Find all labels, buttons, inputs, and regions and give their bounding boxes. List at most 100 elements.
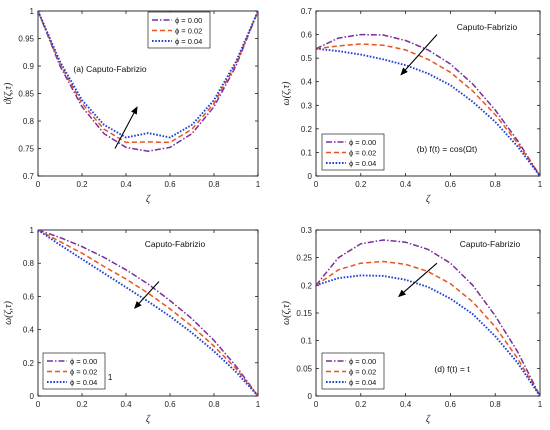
y-tick-label: 1 — [30, 226, 35, 235]
y-tick-label: 0.1 — [301, 148, 313, 157]
panel-1: 0 0.2 0.4 0.6 0.8 1 0.7 0.75 0.8 0.85 0.9 0.95 1 ζ ϑ(ζ… — [3, 7, 261, 205]
y-axis-label: ϑ(ζ,τ) — [3, 82, 14, 104]
trend-arrow — [134, 281, 160, 309]
x-tick-label: 0 — [314, 180, 319, 189]
legend-box — [321, 133, 385, 171]
y-axis-label: ω(ζ,τ) — [281, 300, 292, 325]
legend-label: ϕ = 0.02 — [349, 148, 376, 157]
legend-label: ϕ = 0.02 — [175, 26, 202, 35]
series-line-2 — [315, 260, 541, 397]
x-tick-label: 0.2 — [355, 400, 367, 409]
y-axis-label: ω(ζ,τ) — [281, 81, 292, 106]
series-line-2 — [315, 43, 541, 177]
series-line-1 — [315, 33, 541, 177]
y-tick-label: 0.25 — [296, 254, 312, 263]
panel-annotation: Caputo-Fabrizio — [460, 239, 521, 249]
legend-box — [321, 352, 385, 390]
y-tick-label: 0.95 — [18, 35, 34, 44]
legend: ϕ = 0.00ϕ = 0.02 ϕ = 0.04 — [321, 133, 385, 171]
y-tick-label: 0.2 — [301, 125, 313, 134]
y-tick-label: 0 — [30, 392, 35, 401]
x-tick-label: 1 — [538, 400, 543, 409]
legend: ϕ = 0.00ϕ = 0.02 ϕ = 0.04 — [321, 352, 385, 390]
panel-3: 0 0.2 0.4 0.6 0.8 1 0 0.2 0.4 0.6 0.8 1 ζ ω(ζ,τ) Caput… — [3, 226, 261, 425]
y-tick-label: 0.8 — [23, 117, 35, 126]
x-tick-label: 1 — [538, 180, 543, 189]
x-tick-label: 0.2 — [76, 400, 88, 409]
trend-arrow — [114, 106, 138, 149]
legend-label: ϕ = 0.00 — [349, 357, 376, 366]
x-tick-label: 1 — [256, 180, 261, 189]
y-axis-label: ω(ζ,τ) — [3, 300, 14, 325]
x-tick-label: 0.8 — [490, 180, 502, 189]
legend: ϕ = 0.00ϕ = 0.02 ϕ = 0.04 — [42, 352, 106, 390]
panel-annotation: (a) Caputo-Fabrizio — [73, 64, 146, 74]
y-tick-label: 0.2 — [23, 359, 35, 368]
panel-annotation: Caputo-Fabrizio — [145, 239, 206, 249]
x-tick-label: 0.6 — [164, 180, 176, 189]
x-axis-label: ζ — [426, 414, 431, 425]
plot-area — [37, 229, 259, 397]
x-axis-label: ζ — [426, 194, 431, 205]
x-tick-label: 0 — [314, 400, 319, 409]
series-line-2 — [37, 10, 259, 144]
y-tick-label: 0.5 — [301, 54, 313, 63]
x-tick-label: 1 — [256, 400, 261, 409]
legend-label: ϕ = 0.00 — [349, 138, 376, 147]
y-tick-label: 0.9 — [23, 62, 35, 71]
y-tick-label: 0.6 — [23, 292, 35, 301]
panel-4: 0 0.2 0.4 0.6 0.8 1 0 0.05 0.1 0.15 0.2 0.25 0.3 ζ ω(ζ… — [281, 226, 543, 425]
panel-annotation: Caputo-Fabrizio — [457, 22, 518, 32]
panel-annotation: (d) f(t) = t — [434, 364, 470, 374]
y-tick-label: 0.3 — [301, 226, 313, 235]
panel-annotation: (b) f(t) = cos(Ωt) — [417, 144, 478, 154]
x-tick-label: 0.4 — [120, 180, 132, 189]
legend-box — [147, 11, 211, 49]
x-tick-label: 0.6 — [164, 400, 176, 409]
trend-arrow — [400, 34, 438, 76]
x-tick-label: 0.4 — [120, 400, 132, 409]
y-tick-label: 0.85 — [18, 90, 34, 99]
x-tick-label: 0.6 — [445, 400, 457, 409]
x-tick-label: 0.4 — [400, 180, 412, 189]
y-tick-label: 0.4 — [23, 326, 35, 335]
series-line-1 — [37, 10, 259, 152]
series-line-3 — [315, 47, 541, 177]
y-tick-label: 0 — [308, 392, 313, 401]
y-tick-label: 0.75 — [18, 145, 34, 154]
legend-label: ϕ = 0.04 — [349, 378, 376, 387]
y-tick-label: 0.05 — [296, 364, 312, 373]
series-line-2 — [37, 229, 259, 397]
legend-label: ϕ = 0.04 — [349, 159, 376, 168]
y-tick-label: 0 — [308, 172, 313, 181]
y-tick-label: 0.4 — [301, 78, 313, 87]
y-tick-label: 0.7 — [23, 172, 35, 181]
x-tick-label: 0.6 — [445, 180, 457, 189]
y-tick-label: 0.1 — [301, 337, 313, 346]
legend-label: ϕ = 0.04 — [70, 378, 97, 387]
y-tick-label: 0.2 — [301, 281, 313, 290]
legend-label: ϕ = 0.02 — [349, 367, 376, 376]
x-tick-label: 0.2 — [76, 180, 88, 189]
x-tick-label: 0.8 — [208, 400, 220, 409]
legend: ϕ = 0.00ϕ = 0.02 ϕ = 0.04 — [147, 11, 211, 49]
legend-label: ϕ = 0.04 — [175, 37, 202, 46]
plot-area — [315, 10, 541, 177]
legend-box — [42, 352, 106, 390]
y-tick-label: 0.15 — [296, 309, 312, 318]
series-line-3 — [315, 274, 541, 397]
x-tick-label: 0.8 — [490, 400, 502, 409]
x-tick-label: 0 — [36, 180, 41, 189]
y-tick-label: 0.3 — [301, 101, 313, 110]
x-axis-label: ζ — [146, 194, 151, 205]
series-line-1 — [37, 229, 259, 397]
y-tick-label: 0.6 — [301, 31, 313, 40]
x-tick-label: 0.4 — [400, 400, 412, 409]
legend-label: ϕ = 0.00 — [70, 357, 97, 366]
legend-label: ϕ = 0.02 — [70, 367, 97, 376]
panel-2: 0 0.2 0.4 0.6 0.8 1 0 0.1 0.2 0.3 0.4 0.5 0.6 0.7 ζ ω(ζ… — [281, 7, 543, 205]
x-tick-label: 0 — [36, 400, 41, 409]
y-tick-label: 0.8 — [23, 259, 35, 268]
trend-arrow — [398, 262, 438, 298]
